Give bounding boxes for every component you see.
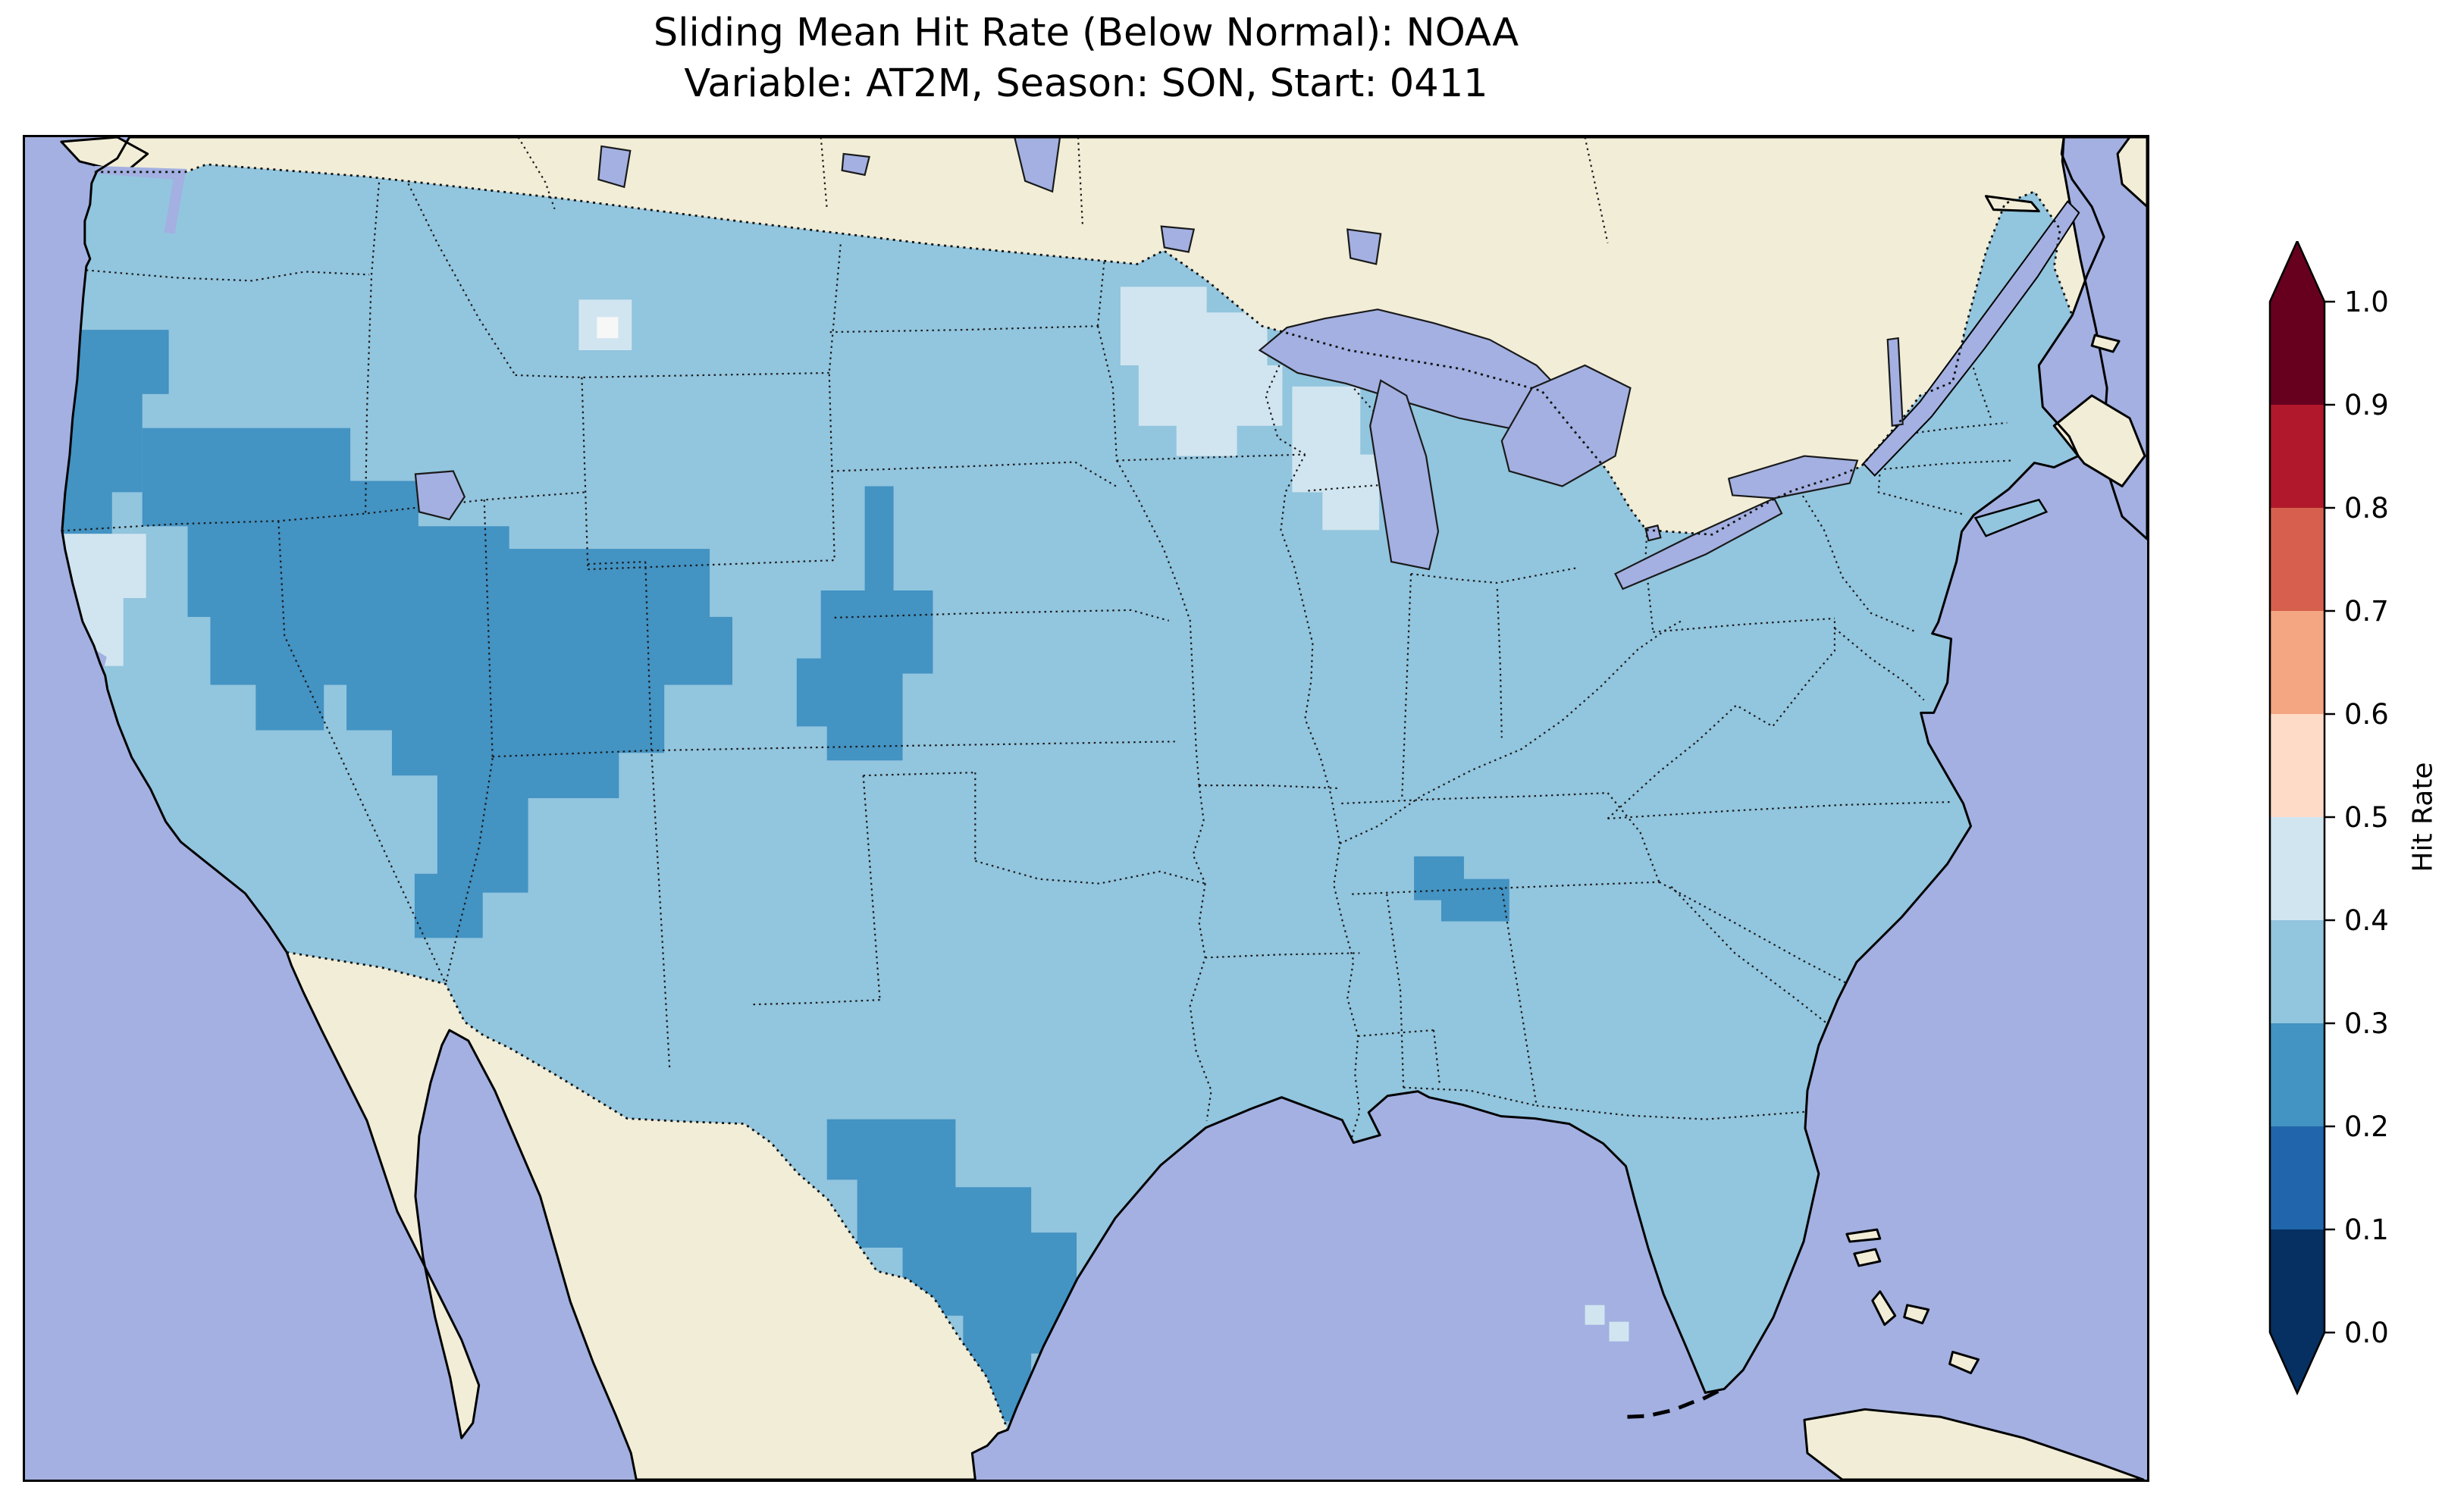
- colorbar-tick-label: 0.8: [2344, 492, 2389, 525]
- landmass-layer: [60, 137, 2105, 1480]
- colorbar-segment: [2270, 611, 2324, 715]
- bahamas-abaco: [1853, 1248, 1882, 1267]
- lake-winnipeg: [1014, 137, 1061, 193]
- bahamas-long-island: [1948, 1351, 1980, 1374]
- patch-south-texas-low: [826, 1119, 1077, 1422]
- colorbar-tick-label: 0.1: [2344, 1214, 2389, 1246]
- patch-south-arizona-low: [414, 820, 528, 938]
- islands-layer: [1803, 137, 2147, 1480]
- colorbar-segment: [2270, 1023, 2324, 1127]
- patch-east-california-low: [210, 526, 324, 731]
- patch-colorado-low: [796, 486, 933, 761]
- bahamas-grand-bahama: [1845, 1228, 1882, 1243]
- canada-province-borders: [517, 137, 1609, 243]
- colorbar-tick-label: 0.0: [2344, 1317, 2389, 1349]
- great-salt-lake: [414, 470, 466, 521]
- lake-champlain: [1886, 337, 1904, 427]
- state-borders-west: [61, 173, 1175, 1068]
- newfoundland-corner: [2116, 137, 2147, 208]
- colorbar-segment: [2270, 302, 2324, 406]
- us-mexico-border: [287, 951, 1009, 1430]
- prince-edward-island: [2090, 334, 2121, 353]
- long-island: [1973, 498, 2049, 537]
- colorbar-segment: [2270, 508, 2324, 612]
- colorbar-extend-under: [2270, 1333, 2324, 1393]
- colorbar-segment: [2270, 817, 2324, 921]
- colorbar-tick-label: 0.4: [2344, 904, 2389, 937]
- colorbar-extend-over: [2270, 241, 2324, 302]
- lake-huron: [1500, 364, 1632, 487]
- bahamas-eleuthera: [1903, 1304, 1930, 1325]
- colorbar-tick-label: 0.3: [2344, 1007, 2389, 1040]
- state-borders-plains: [752, 250, 1360, 1121]
- colorbar-tick-label: 0.7: [2344, 595, 2389, 628]
- patch-east-wisconsin-high: [1292, 386, 1380, 531]
- offshore-cell-florida-2: [1609, 1321, 1629, 1342]
- florida-keys: [1627, 1389, 1719, 1419]
- title-line-2: Variable: AT2M, Season: SON, Start: 0411: [684, 61, 1488, 107]
- lake-ontario: [1727, 455, 1859, 500]
- international-borders: [94, 163, 2074, 1430]
- colorbar-segment: [2270, 714, 2324, 818]
- offshore-cell-florida-1: [1585, 1305, 1605, 1325]
- canada-lake-central: [841, 152, 870, 177]
- title-line-1: Sliding Mean Hit Rate (Below Normal): NO…: [653, 11, 1519, 55]
- offshore-data-cells: [1585, 1305, 1629, 1342]
- patch-alabama-low: [1414, 856, 1509, 922]
- vancouver-island: [60, 137, 149, 174]
- colorbar-axis-label: Hit Rate: [2407, 762, 2439, 872]
- colorbar-tick-label: 0.2: [2344, 1110, 2389, 1143]
- colorbar-tick-label: 0.5: [2344, 801, 2389, 834]
- colorbar-tick-label: 0.9: [2344, 389, 2389, 421]
- lake-michigan: [1369, 379, 1440, 571]
- patch-southwest-low: [142, 428, 732, 821]
- colorbar-tick-label: 1.0: [2344, 286, 2389, 318]
- st-lawrence-river: [1862, 200, 2080, 477]
- state-borders-south: [1341, 618, 1951, 1120]
- colorbar-segment: [2270, 1229, 2324, 1333]
- colorbar-segment: [2270, 920, 2324, 1024]
- lake-erie: [1614, 496, 1783, 590]
- lake-of-the-woods: [1160, 225, 1196, 253]
- patch-montana-near-white-cell: [597, 317, 619, 339]
- canada-lake-west: [597, 145, 632, 189]
- colorbar-segment: [2270, 1126, 2324, 1230]
- us-hit-rate-map: [60, 137, 2147, 1480]
- puget-sound: [94, 165, 187, 234]
- figure-title: Sliding Mean Hit Rate (Below Normal): NO…: [23, 8, 2149, 110]
- anticosti-island: [1984, 195, 2040, 213]
- patch-minnesota-wisconsin-high: [1120, 287, 1283, 456]
- nova-scotia: [2052, 394, 2146, 487]
- cuba: [1803, 1408, 2145, 1480]
- colorbar: 1.0 0.9 0.8 0.7 0.6 0.5 0.4 0.3 0.2 0.1 0.0: [2268, 241, 2389, 1396]
- bahamas-andros: [1871, 1290, 1897, 1326]
- lake-st-clair: [1644, 524, 1662, 542]
- hit-rate-patches: [61, 287, 1509, 1422]
- colorbar-segment: [2270, 405, 2324, 509]
- lake-nipigon: [1346, 228, 1382, 265]
- colorbar-tick-label: 0.6: [2344, 698, 2389, 731]
- map-panel: [23, 135, 2149, 1482]
